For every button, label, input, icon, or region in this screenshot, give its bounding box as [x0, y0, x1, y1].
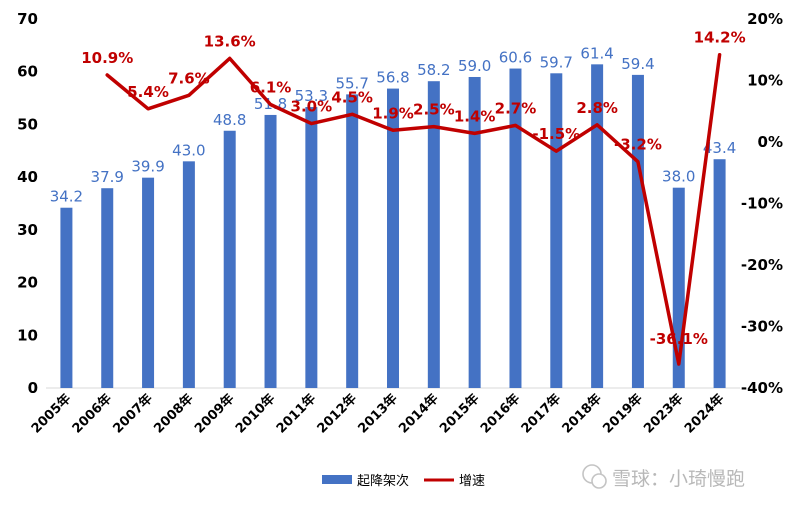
growth-value-label: 2.5% [413, 101, 455, 119]
right-axis-tick-label: -20% [741, 256, 783, 274]
left-axis-ticks: 0 10 20 30 40 50 60 70 [17, 10, 38, 397]
x-axis-tick-label: 2015年 [436, 391, 482, 437]
growth-line [105, 52, 722, 366]
growth-value-label: 1.9% [372, 104, 414, 122]
bars [60, 64, 726, 389]
growth-value-label: 14.2% [694, 29, 746, 47]
left-axis-tick-label: 0 [28, 379, 38, 397]
growth-value-label: 10.9% [81, 49, 133, 67]
bar-value-label: 53.3 [295, 87, 328, 105]
growth-value-label: 2.8% [576, 99, 618, 117]
x-axis-tick-label: 2014年 [396, 391, 442, 437]
bar [550, 73, 563, 388]
x-axis-tick-label: 2012年 [314, 391, 360, 437]
growth-value-label: 6.1% [250, 78, 292, 96]
bar-value-label: 58.2 [417, 61, 450, 79]
x-axis-tick-label: 2009年 [191, 391, 237, 437]
bar-value-label: 56.8 [376, 69, 409, 87]
x-axis-tick-label: 2013年 [355, 391, 401, 437]
bar-value-label: 38.0 [662, 168, 695, 186]
bar-value-label: 48.8 [213, 111, 246, 129]
x-axis-tick-label: 2007年 [110, 391, 156, 437]
x-axis-tick-label: 2006年 [69, 391, 115, 437]
x-axis-ticks: 2005年2006年2007年2008年2009年2010年2011年2012年… [28, 391, 727, 437]
legend-line-label: 增速 [459, 474, 485, 489]
bar [60, 207, 73, 388]
bar-value-label: 43.4 [703, 139, 736, 157]
growth-value-label: -36.1% [650, 330, 708, 348]
watermark: 雪球：小琦慢跑 [582, 464, 745, 490]
growth-value-label: 13.6% [204, 32, 256, 50]
bar-value-label: 59.4 [621, 55, 654, 73]
left-axis-tick-label: 20 [17, 274, 38, 292]
bar [346, 94, 359, 388]
right-axis-tick-label: -30% [741, 318, 783, 336]
bar-value-label: 37.9 [91, 168, 124, 186]
bar [591, 64, 604, 388]
x-axis-tick-label: 2018年 [559, 391, 605, 437]
growth-value-label: 3.0% [291, 98, 333, 116]
bar [305, 107, 318, 388]
left-axis-tick-label: 10 [17, 326, 38, 344]
bar-value-label: 60.6 [499, 49, 532, 67]
bar [713, 159, 726, 388]
bar-value-label: 34.2 [50, 188, 83, 206]
watermark-logo-icon [582, 464, 607, 489]
x-axis-tick-label: 2010年 [232, 391, 278, 437]
x-axis-tick-label: 2023年 [640, 391, 686, 437]
right-axis-ticks: -40% -30% -20% -10% 0% 10% 20% [741, 10, 783, 397]
bar-value-label: 55.7 [335, 74, 368, 92]
right-axis-tick-label: 0% [758, 133, 783, 151]
bar [264, 114, 277, 388]
bar [182, 161, 195, 388]
bar [427, 81, 440, 389]
bar [631, 74, 644, 389]
growth-value-label: 7.6% [168, 69, 210, 87]
x-axis-tick-label: 2016年 [477, 391, 523, 437]
left-axis-tick-label: 30 [17, 221, 38, 239]
right-axis-tick-label: 10% [747, 72, 783, 90]
bar [223, 130, 236, 389]
bar [101, 188, 114, 388]
bar-value-label: 59.7 [540, 53, 573, 71]
left-axis-tick-label: 60 [17, 63, 38, 81]
watermark-text: 雪球：小琦慢跑 [612, 468, 745, 490]
bar [509, 68, 522, 389]
growth-labels: 10.9% 5.4%7.6% 13.6% 6.1% 3.0%4.5%1.9% 2.5% 1.… [81, 29, 745, 348]
x-axis-tick-label: 2019年 [600, 391, 646, 437]
growth-value-label: -1.5% [532, 125, 580, 143]
growth-value-label: -3.2% [614, 136, 662, 154]
x-axis-tick-label: 2024年 [681, 391, 727, 437]
legend-bar-label: 起降架次 [357, 473, 409, 489]
left-axis-tick-label: 70 [17, 10, 38, 28]
growth-value-label: 2.7% [495, 99, 537, 117]
growth-line-group [105, 52, 722, 366]
bar [142, 177, 155, 388]
bar [468, 76, 481, 388]
x-axis-tick-label: 2005年 [28, 391, 74, 437]
left-axis-tick-label: 40 [17, 168, 38, 186]
bar-value-label: 59.0 [458, 57, 491, 75]
growth-value-label: 4.5% [331, 88, 373, 106]
legend: 起降架次 增速 [322, 473, 485, 489]
right-axis-tick-label: -10% [741, 195, 783, 213]
growth-value-label: 5.4% [127, 83, 169, 101]
bar-value-label: 43.0 [172, 141, 205, 159]
bar-value-label: 61.4 [580, 44, 613, 62]
left-axis-tick-label: 50 [17, 115, 38, 133]
legend-bar-swatch [322, 475, 352, 484]
x-axis-tick-label: 2011年 [273, 391, 319, 437]
right-axis-tick-label: -40% [741, 379, 783, 397]
x-axis-tick-label: 2017年 [518, 391, 564, 437]
x-axis-tick-label: 2008年 [151, 391, 197, 437]
bar-value-label: 39.9 [131, 158, 164, 176]
growth-value-label: 1.4% [454, 107, 496, 125]
bar [387, 88, 399, 388]
right-axis-tick-label: 20% [747, 10, 783, 28]
